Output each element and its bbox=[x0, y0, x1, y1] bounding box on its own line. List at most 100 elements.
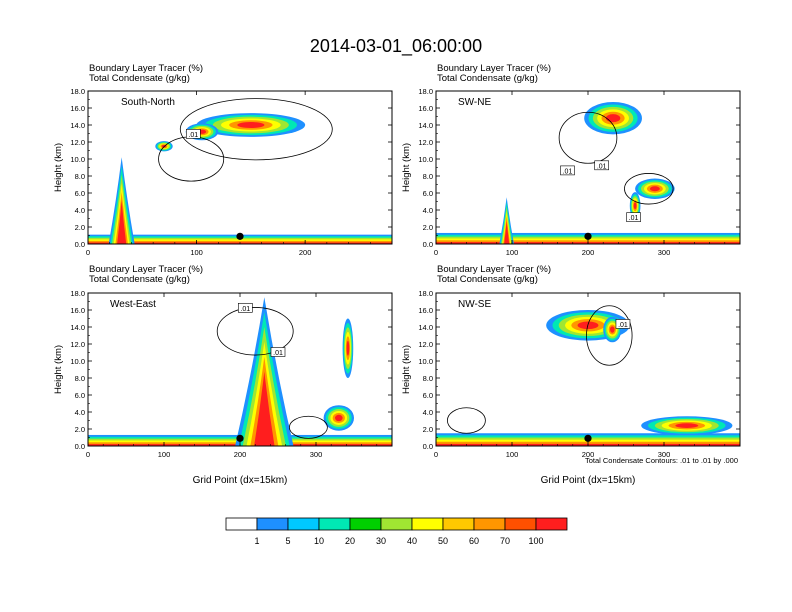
station-marker bbox=[584, 232, 592, 240]
contour-label: .01 bbox=[626, 212, 641, 222]
y-tick-label: 2.0 bbox=[75, 425, 85, 434]
y-tick-label: 16.0 bbox=[70, 306, 85, 315]
y-tick-label: 14.0 bbox=[70, 323, 85, 332]
y-tick-label: 8.0 bbox=[75, 374, 85, 383]
x-tick-label: 200 bbox=[582, 248, 595, 257]
panel-label: NW-SE bbox=[458, 299, 491, 310]
y-tick-label: 14.0 bbox=[70, 121, 85, 130]
contour-label-text: .01 bbox=[597, 163, 607, 170]
tracer-blob bbox=[237, 122, 265, 128]
y-axis-label: Height (km) bbox=[53, 345, 64, 394]
y-tick-label: 18.0 bbox=[70, 289, 85, 298]
y-tick-label: 18.0 bbox=[418, 289, 433, 298]
y-tick-label: 18.0 bbox=[70, 87, 85, 96]
y-axis-label: Height (km) bbox=[401, 345, 412, 394]
colorbar-swatch bbox=[411, 517, 444, 531]
station-marker bbox=[584, 434, 592, 442]
y-tick-label: 8.0 bbox=[423, 374, 433, 383]
tracer-blob bbox=[610, 326, 615, 333]
colorbar-swatch bbox=[256, 517, 289, 531]
colorbar-swatch bbox=[535, 517, 568, 531]
y-tick-label: 8.0 bbox=[423, 172, 433, 181]
station-marker bbox=[236, 232, 244, 240]
contour-label: .01 bbox=[594, 160, 609, 170]
contour-label-box bbox=[270, 347, 286, 357]
colorbar-label: 70 bbox=[500, 536, 510, 546]
tracer-peak bbox=[117, 200, 127, 244]
panel-header-tracer: Boundary Layer Tracer (%) bbox=[437, 264, 551, 275]
x-tick-label: 100 bbox=[158, 450, 171, 459]
y-tick-label: 16.0 bbox=[70, 104, 85, 113]
contour-label-text: .01 bbox=[618, 322, 628, 329]
y-tick-label: 12.0 bbox=[70, 138, 85, 147]
x-tick-label: 0 bbox=[86, 248, 90, 257]
y-tick-label: 10.0 bbox=[418, 357, 433, 366]
y-tick-label: 2.0 bbox=[75, 223, 85, 232]
colorbar-swatch bbox=[504, 517, 537, 531]
contour-label-box bbox=[626, 212, 641, 222]
tracer-blob bbox=[605, 114, 621, 123]
y-tick-label: 6.0 bbox=[75, 391, 85, 400]
y-tick-label: 16.0 bbox=[418, 104, 433, 113]
y-tick-label: 10.0 bbox=[418, 155, 433, 164]
x-axis-label: Grid Point (dx=15km) bbox=[193, 475, 288, 486]
y-tick-label: 16.0 bbox=[418, 306, 433, 315]
y-tick-label: 6.0 bbox=[75, 189, 85, 198]
y-tick-label: 14.0 bbox=[418, 323, 433, 332]
colorbar-label: 50 bbox=[438, 536, 448, 546]
tracer-blob bbox=[675, 423, 699, 428]
condensate-contour bbox=[586, 305, 633, 366]
y-tick-label: 0.0 bbox=[423, 240, 433, 249]
contour-label: .01 bbox=[560, 165, 575, 176]
y-axis-label: Height (km) bbox=[53, 143, 64, 192]
contour-label: .01 bbox=[615, 319, 631, 329]
y-tick-label: 12.0 bbox=[418, 340, 433, 349]
figure-title: 2014-03-01_06:00:00 bbox=[310, 36, 482, 57]
contour-label: .01 bbox=[238, 302, 253, 313]
contour-label-box bbox=[560, 165, 575, 176]
y-tick-label: 0.0 bbox=[423, 442, 433, 451]
y-tick-label: 8.0 bbox=[75, 172, 85, 181]
x-tick-label: 0 bbox=[86, 450, 90, 459]
x-tick-label: 100 bbox=[506, 450, 519, 459]
y-tick-label: 12.0 bbox=[70, 340, 85, 349]
colorbar-label: 100 bbox=[528, 536, 543, 546]
colorbar-swatch bbox=[225, 517, 258, 531]
colorbar-label: 5 bbox=[285, 536, 290, 546]
contour-label-text: .01 bbox=[563, 168, 573, 175]
panel-header-condensate: Total Condensate (g/kg) bbox=[89, 73, 190, 84]
contour-label-text: .01 bbox=[240, 306, 250, 313]
panel-header-condensate: Total Condensate (g/kg) bbox=[89, 274, 190, 285]
x-tick-label: 200 bbox=[299, 248, 312, 257]
colorbar-swatch bbox=[318, 517, 351, 531]
panel-header-tracer: Boundary Layer Tracer (%) bbox=[89, 63, 203, 74]
colorbar-label: 20 bbox=[345, 536, 355, 546]
panel-header-condensate: Total Condensate (g/kg) bbox=[437, 274, 538, 285]
contour-label-text: .01 bbox=[273, 350, 283, 357]
panel-label: SW-NE bbox=[458, 97, 491, 108]
condensate-contour bbox=[446, 407, 486, 434]
condensate-contour bbox=[179, 98, 333, 161]
tracer-peak bbox=[504, 220, 510, 244]
contour-label-text: .01 bbox=[629, 215, 639, 222]
y-tick-label: 4.0 bbox=[75, 206, 85, 215]
tracer-blob bbox=[335, 414, 343, 422]
tracer-blob bbox=[346, 340, 350, 356]
x-tick-label: 100 bbox=[190, 248, 203, 257]
condensate-contour bbox=[288, 415, 328, 439]
contour-label: .01 bbox=[186, 129, 201, 139]
panel-south-north: Boundary Layer Tracer (%) Total Condensa… bbox=[53, 63, 393, 257]
panel-west-east: Boundary Layer Tracer (%) Total Condensa… bbox=[53, 264, 393, 486]
y-tick-label: 4.0 bbox=[75, 408, 85, 417]
x-tick-label: 300 bbox=[658, 248, 671, 257]
contour-label-box bbox=[615, 319, 631, 329]
x-tick-label: 0 bbox=[434, 248, 438, 257]
condensate-contour bbox=[216, 307, 294, 356]
colorbar-swatch bbox=[287, 517, 320, 531]
colorbar-label: 10 bbox=[314, 536, 324, 546]
y-tick-label: 0.0 bbox=[75, 240, 85, 249]
colorbar-label: 60 bbox=[469, 536, 479, 546]
colorbar-label: 30 bbox=[376, 536, 386, 546]
y-tick-label: 10.0 bbox=[70, 155, 85, 164]
